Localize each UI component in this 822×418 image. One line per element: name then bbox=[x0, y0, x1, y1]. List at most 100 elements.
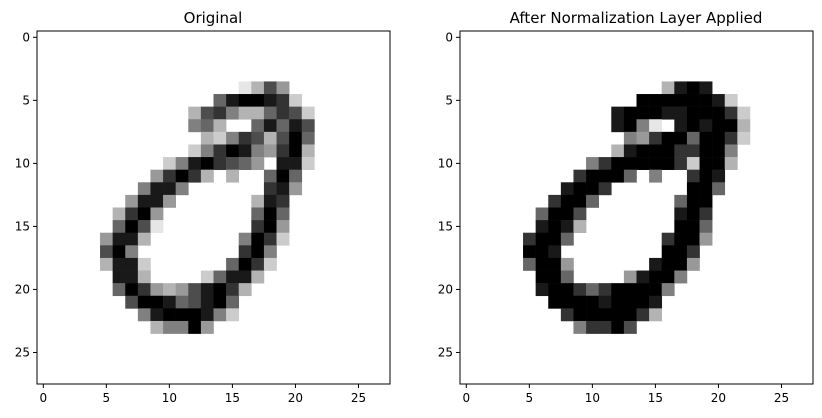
y-tick-label: 15 bbox=[15, 219, 30, 233]
pixel-cell bbox=[560, 257, 574, 271]
pixel-cell bbox=[188, 119, 202, 133]
pixel-cell bbox=[598, 308, 612, 322]
pixel-cell bbox=[712, 157, 726, 170]
pixel-cell bbox=[535, 232, 549, 246]
pixel-cell bbox=[200, 270, 214, 284]
pixel-cell bbox=[163, 169, 176, 183]
pixel-cell bbox=[649, 94, 663, 107]
panel-title: Original bbox=[184, 9, 243, 27]
pixel-cell bbox=[674, 194, 688, 208]
pixel-cell bbox=[699, 157, 713, 170]
pixel-cell bbox=[276, 119, 290, 133]
pixel-cell bbox=[263, 245, 277, 259]
pixel-cell bbox=[699, 194, 713, 208]
pixel-cell bbox=[175, 295, 189, 309]
pixel-cell bbox=[276, 106, 290, 120]
pixel-cell bbox=[200, 283, 214, 297]
x-axis-ticks: 0 5 10 15 20 25 bbox=[39, 384, 366, 405]
pixel-cell bbox=[560, 194, 574, 208]
pixel-cell bbox=[251, 270, 265, 284]
pixel-cell bbox=[636, 131, 650, 145]
pixel-cell bbox=[150, 283, 164, 297]
pixel-cell bbox=[137, 283, 151, 297]
pixel-cell bbox=[611, 157, 625, 170]
pixel-cell bbox=[623, 295, 637, 309]
pixel-cell bbox=[523, 245, 536, 259]
pixel-cell bbox=[163, 283, 176, 297]
pixel-cell bbox=[649, 144, 663, 158]
pixel-cell bbox=[276, 207, 290, 221]
pixel-cell bbox=[251, 194, 265, 208]
pixel-cell bbox=[175, 169, 189, 183]
pixel-cell bbox=[226, 270, 240, 284]
pixel-cell bbox=[598, 169, 612, 183]
x-tick-label: 15 bbox=[648, 391, 663, 405]
pixel-cell bbox=[686, 119, 700, 133]
pixel-cell bbox=[276, 144, 290, 158]
pixel-cell bbox=[238, 270, 252, 284]
pixel-cell bbox=[548, 295, 562, 309]
pixel-cell bbox=[112, 232, 126, 246]
pixel-cell bbox=[674, 131, 688, 145]
pixel-cell bbox=[699, 144, 713, 158]
x-tick-label: 15 bbox=[225, 391, 240, 405]
pixel-cell bbox=[560, 232, 574, 246]
pixel-cell bbox=[263, 194, 277, 208]
pixel-cell bbox=[686, 157, 700, 170]
y-tick-label: 0 bbox=[22, 30, 30, 44]
pixel-cell bbox=[150, 320, 164, 334]
pixel-cell bbox=[699, 119, 713, 133]
pixel-cell bbox=[150, 220, 164, 234]
pixel-cell bbox=[263, 106, 277, 120]
y-tick-label: 5 bbox=[445, 93, 453, 107]
pixel-cell bbox=[301, 131, 315, 145]
pixel-cell bbox=[163, 308, 176, 322]
pixel-cell bbox=[100, 257, 113, 271]
pixel-cell bbox=[560, 207, 574, 221]
pixel-cell bbox=[649, 295, 663, 309]
pixel-cell bbox=[150, 169, 164, 183]
pixel-cell bbox=[674, 232, 688, 246]
pixel-cell bbox=[661, 270, 675, 284]
pixel-cell bbox=[251, 81, 265, 95]
pixel-cell bbox=[188, 295, 202, 309]
pixel-cell bbox=[661, 232, 675, 246]
pixel-cell bbox=[737, 131, 751, 145]
pixel-cell bbox=[636, 295, 650, 309]
pixel-cell bbox=[598, 283, 612, 297]
pixel-cell bbox=[661, 157, 675, 170]
pixel-cell bbox=[238, 257, 252, 271]
pixel-cell bbox=[238, 157, 252, 170]
pixel-cell bbox=[188, 157, 202, 170]
pixel-cell bbox=[560, 283, 574, 297]
pixel-cell bbox=[137, 207, 151, 221]
pixel-cell bbox=[200, 119, 214, 133]
pixel-cell bbox=[623, 131, 637, 145]
pixel-cell bbox=[263, 119, 277, 133]
pixel-cell bbox=[699, 169, 713, 183]
pixel-cell bbox=[548, 257, 562, 271]
pixel-cell bbox=[213, 283, 227, 297]
pixel-cell bbox=[712, 119, 726, 133]
pixel-cell bbox=[263, 182, 277, 196]
pixel-cell bbox=[263, 144, 277, 158]
pixel-cell bbox=[188, 320, 202, 334]
pixel-cell bbox=[213, 270, 227, 284]
pixel-cell bbox=[226, 106, 240, 120]
pixel-cell bbox=[125, 283, 139, 297]
pixel-cell bbox=[573, 169, 587, 183]
pixel-cell bbox=[724, 106, 738, 120]
pixel-cell bbox=[649, 308, 663, 322]
pixel-cell bbox=[548, 283, 562, 297]
pixel-cell bbox=[226, 257, 240, 271]
y-tick-label: 10 bbox=[15, 156, 30, 170]
y-tick-label: 20 bbox=[438, 282, 453, 296]
pixel-cell bbox=[611, 320, 625, 334]
pixel-cell bbox=[276, 94, 290, 107]
pixel-cell bbox=[560, 270, 574, 284]
pixel-cell bbox=[137, 257, 151, 271]
panel-normalized: After Normalization Layer Applied 0 5 10 15… bbox=[438, 9, 814, 405]
pixel-cell bbox=[251, 131, 265, 145]
pixel-cell bbox=[226, 295, 240, 309]
pixel-cell bbox=[163, 320, 176, 334]
